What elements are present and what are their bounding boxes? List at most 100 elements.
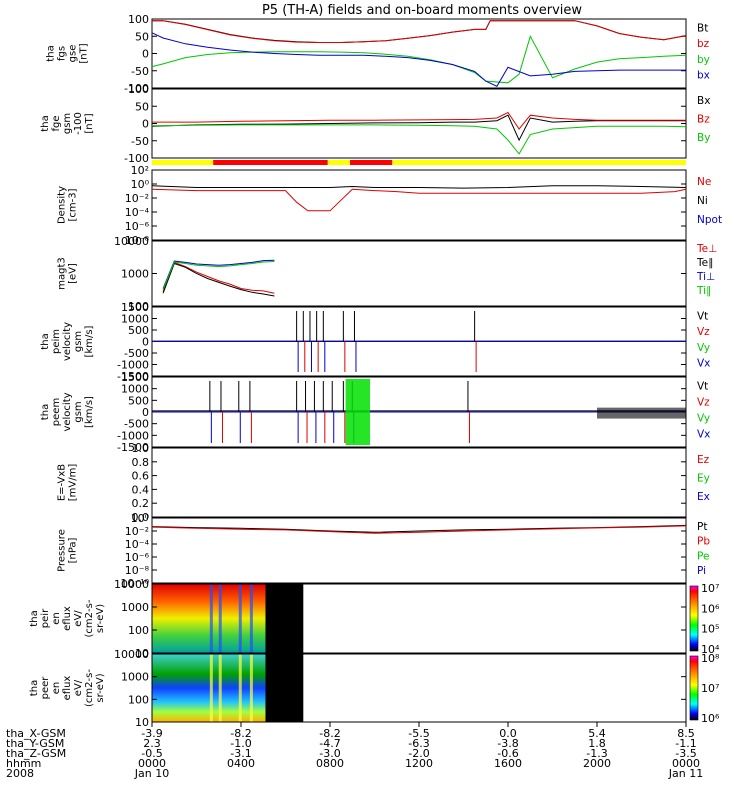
ephemeris-value: -8.2 — [319, 727, 340, 740]
ephemeris-value: 0000 — [138, 757, 166, 770]
ephemeris-value: -1.0 — [230, 737, 251, 750]
legend-Te⊥: Te⊥ — [696, 243, 717, 255]
ephemeris-row-label: hhmm — [6, 757, 41, 770]
series-Ti∥ — [162, 261, 275, 290]
colorbar-tick-label: 10⁶ — [701, 712, 720, 725]
legend-Pe: Pe — [697, 550, 709, 562]
colorbar — [689, 585, 699, 652]
colorbar-tick-label: 10⁷ — [701, 582, 719, 595]
y-tick-label: 1000 — [121, 383, 149, 396]
ephemeris-value: 0800 — [316, 757, 344, 770]
y-tick-label: 50 — [135, 30, 149, 43]
panel-frame — [151, 517, 687, 584]
ephemeris-value: 1200 — [405, 757, 433, 770]
panel-frame — [151, 169, 687, 241]
ephemeris-value: 2000 — [583, 757, 611, 770]
y-axis-label: E=-VxB[mV/m] — [57, 464, 79, 502]
y-tick-label: 10 — [135, 716, 149, 729]
ephemeris-value: -0.5 — [141, 747, 162, 760]
spectrogram-streak — [209, 584, 213, 653]
y-tick-label: 10 — [135, 647, 149, 660]
ephemeris-value: 1.8 — [588, 737, 606, 750]
y-axis-label: magt3[eV] — [57, 257, 79, 290]
y-tick-label: 100 — [128, 83, 149, 96]
colorbar-tick-label: 10⁶ — [701, 602, 720, 615]
legend-Bt: Bt — [697, 23, 708, 35]
legend-Ex: Ex — [697, 491, 710, 503]
ephemeris-row-label: tha_Z-GSM — [6, 747, 66, 760]
y-tick-label: 500 — [128, 394, 149, 407]
y-tick-label: 10⁻⁴ — [125, 538, 150, 551]
y-tick-label: 500 — [128, 324, 149, 337]
ephemeris-value: 0.0 — [499, 727, 517, 740]
y-tick-label: 10⁻⁶ — [125, 551, 150, 564]
legend-Ti∥: Ti∥ — [696, 285, 711, 297]
spectrogram-streak — [209, 654, 213, 722]
ephemeris-value: 1600 — [494, 757, 522, 770]
y-tick-label: 1000 — [121, 671, 149, 684]
y-tick-label: -1000 — [117, 359, 149, 372]
colorbar-tick-label: 10⁷ — [701, 682, 719, 695]
y-tick-label: 100 — [128, 13, 149, 26]
legend-Pt: Pt — [697, 521, 707, 533]
ephemeris-value: -4.7 — [319, 737, 340, 750]
legend-By: By — [697, 132, 710, 144]
y-axis-label: thapeimvelocitygsm[km/s] — [40, 322, 95, 361]
y-tick-label: 0 — [142, 118, 149, 131]
data-gap-block — [265, 584, 304, 653]
legend-Ey: Ey — [697, 473, 710, 485]
legend-Vy: Vy — [697, 342, 710, 354]
ephemeris-value: -2.0 — [408, 747, 429, 760]
mode-bar-segment — [327, 160, 351, 165]
y-axis-label: Pressure[nPa] — [57, 529, 79, 572]
series-Bt — [152, 20, 687, 43]
series-By — [151, 124, 687, 155]
series-Ne — [151, 188, 687, 212]
y-tick-label: 0.4 — [132, 483, 150, 496]
y-tick-label: -500 — [124, 347, 149, 360]
ephemeris-value: -3.1 — [230, 747, 251, 760]
legend-Ne: Ne — [697, 176, 711, 188]
y-tick-label: 10⁻⁸ — [125, 234, 150, 247]
y-tick-label: 10000 — [114, 235, 149, 248]
y-tick-label: 0.0 — [132, 511, 150, 524]
y-tick-label: -50 — [131, 135, 149, 148]
y-tick-label: 100 — [128, 693, 149, 706]
y-axis-label: thapeirenefluxeV/(cm2-s-sr-eV) — [29, 599, 106, 637]
ephemeris-value: -8.2 — [230, 727, 251, 740]
legend-Npot: Npot — [697, 214, 722, 226]
mode-bar-segment — [152, 160, 214, 165]
ephemeris-value: -0.6 — [497, 747, 518, 760]
panel-efield: 1.00.80.60.40.20.0 E=-VxB[mV/m] Ez Ey Ex — [57, 442, 710, 524]
spectrogram-data — [152, 584, 266, 653]
y-tick-label: 1.0 — [132, 442, 150, 455]
legend-Vy: Vy — [697, 413, 710, 425]
mode-bar-segment — [213, 160, 328, 165]
spectrogram-streak — [238, 584, 242, 653]
y-tick-label: 1000 — [121, 268, 149, 281]
panel-frame — [151, 447, 687, 518]
y-tick-label: 1500 — [121, 371, 149, 384]
y-tick-label: 0 — [142, 48, 149, 61]
ephemeris-row-label: 2008 — [6, 767, 34, 780]
colorbar-tick-label: 10⁴ — [701, 643, 720, 656]
y-tick-label: 10⁻⁸ — [125, 564, 150, 577]
ephemeris-value: -3.9 — [141, 727, 162, 740]
ephemeris-value: Jan 10 — [134, 767, 169, 780]
y-tick-label: 10⁻² — [125, 192, 149, 205]
ephemeris-row-label: tha_Y-GSM — [6, 737, 64, 750]
y-tick-label: 1000 — [121, 601, 149, 614]
series-Bx — [151, 114, 686, 142]
panel-frame — [151, 240, 687, 307]
ephemeris-value: -1.3 — [586, 747, 607, 760]
series-Ni — [151, 185, 687, 189]
y-tick-label: -1000 — [117, 429, 149, 442]
colorbar-tick-label: 10⁸ — [701, 652, 720, 665]
panel-fgs_gse: 100 50 0 -50 -100 thafgsgse[nT] Bt bz by bx — [46, 13, 710, 95]
legend-by: by — [697, 54, 710, 66]
ephemeris-value: 5.4 — [588, 727, 606, 740]
ephemeris-value: -1.1 — [675, 737, 696, 750]
panel-peim_velocity: 150010005000-500-1000-1500thapeimvelocit… — [40, 301, 710, 383]
